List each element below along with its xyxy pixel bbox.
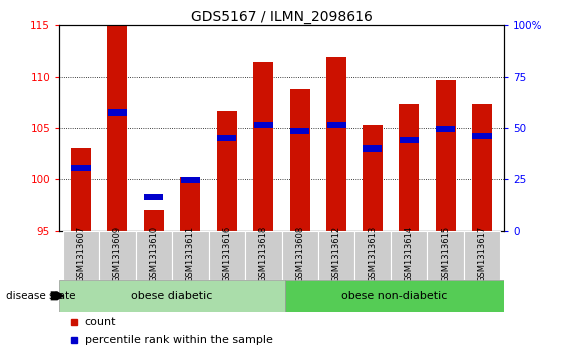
Bar xyxy=(144,210,164,231)
Bar xyxy=(72,165,91,171)
Bar xyxy=(136,231,172,280)
Text: GSM1313617: GSM1313617 xyxy=(477,226,486,282)
Bar xyxy=(71,148,91,231)
Bar xyxy=(464,231,501,280)
Bar xyxy=(62,231,99,280)
Text: GSM1313612: GSM1313612 xyxy=(332,226,341,282)
Text: GSM1313614: GSM1313614 xyxy=(405,226,414,282)
Bar xyxy=(253,62,273,231)
Bar xyxy=(217,135,236,141)
Bar xyxy=(217,110,237,231)
Bar xyxy=(144,193,163,200)
Bar xyxy=(290,89,310,231)
Bar xyxy=(99,231,136,280)
Text: GSM1313616: GSM1313616 xyxy=(222,226,231,282)
Bar xyxy=(172,231,208,280)
Bar xyxy=(108,110,127,116)
Text: GSM1313613: GSM1313613 xyxy=(368,226,377,282)
Bar xyxy=(180,177,200,231)
Bar xyxy=(436,80,455,231)
Bar xyxy=(472,105,492,231)
Bar xyxy=(400,137,419,143)
Text: GSM1313610: GSM1313610 xyxy=(149,226,158,282)
Bar xyxy=(285,280,504,312)
Bar xyxy=(363,125,383,231)
Text: percentile rank within the sample: percentile rank within the sample xyxy=(84,335,272,346)
Bar xyxy=(363,146,382,151)
Bar xyxy=(326,57,346,231)
Bar xyxy=(355,231,391,280)
Bar xyxy=(108,25,127,231)
Text: GSM1313609: GSM1313609 xyxy=(113,226,122,282)
Bar xyxy=(59,280,285,312)
Bar xyxy=(282,231,318,280)
Bar xyxy=(208,231,245,280)
Bar xyxy=(399,105,419,231)
Text: obese non-diabetic: obese non-diabetic xyxy=(341,291,448,301)
Bar xyxy=(318,231,355,280)
Bar xyxy=(427,231,464,280)
Text: GSM1313615: GSM1313615 xyxy=(441,226,450,282)
Bar xyxy=(327,122,346,128)
Bar xyxy=(181,177,200,183)
Bar xyxy=(245,231,282,280)
Text: GSM1313607: GSM1313607 xyxy=(77,226,86,282)
Title: GDS5167 / ILMN_2098616: GDS5167 / ILMN_2098616 xyxy=(190,11,373,24)
Bar xyxy=(391,231,427,280)
Text: GSM1313618: GSM1313618 xyxy=(259,226,268,282)
Text: disease state: disease state xyxy=(6,291,75,301)
Text: obese diabetic: obese diabetic xyxy=(131,291,213,301)
Bar xyxy=(436,126,455,132)
Bar xyxy=(254,122,273,128)
Text: count: count xyxy=(84,317,116,327)
Bar xyxy=(290,128,309,134)
Text: GSM1313611: GSM1313611 xyxy=(186,226,195,282)
Text: GSM1313608: GSM1313608 xyxy=(295,226,304,282)
Bar xyxy=(472,133,491,139)
